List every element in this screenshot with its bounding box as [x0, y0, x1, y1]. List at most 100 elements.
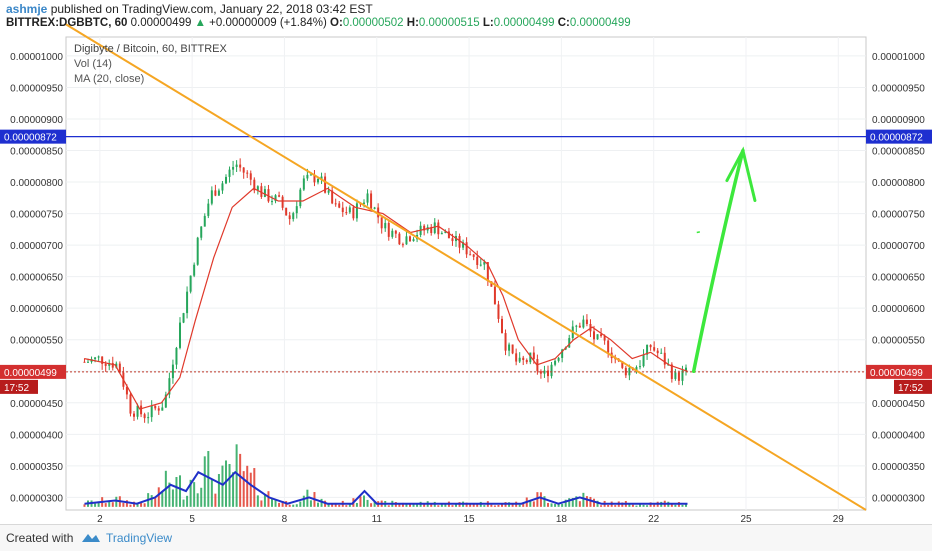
- candle-body: [203, 215, 206, 227]
- volume-bar: [278, 502, 281, 507]
- volume-bar: [281, 500, 284, 507]
- candle-body: [253, 179, 256, 191]
- volume-bar: [571, 497, 574, 507]
- volume-bar: [518, 504, 521, 507]
- candle-body: [469, 254, 472, 256]
- x-tick-label: 5: [189, 514, 195, 524]
- candle-body: [384, 222, 387, 229]
- volume-bar: [292, 504, 295, 507]
- candle-body: [532, 352, 535, 360]
- publish-info: ashmje published on TradingView.com, Jan…: [6, 2, 373, 16]
- volume-bar: [497, 504, 500, 507]
- volume-bar: [642, 504, 645, 507]
- y-tick-label-right: 0.00001000: [872, 52, 925, 63]
- candle-body: [143, 414, 146, 419]
- volume-bar: [302, 495, 305, 507]
- candle-body: [479, 264, 482, 266]
- volume-bar: [554, 504, 557, 507]
- volume-bar: [288, 504, 291, 507]
- last-price-label-bg-left: [0, 364, 66, 379]
- price-chart[interactable]: 0.00001000 0.00001000 0.00000950 0.00000950…: [0, 0, 932, 524]
- candle-body: [221, 183, 224, 191]
- volume-bar: [271, 498, 273, 507]
- candle-body: [345, 212, 348, 214]
- volume-bar: [154, 497, 157, 507]
- candle-body: [341, 207, 344, 213]
- y-tick-label-left: 0.00000350: [10, 462, 63, 473]
- volume-bar: [309, 500, 312, 507]
- volume-bar: [193, 482, 196, 507]
- candle-body: [674, 372, 677, 379]
- candle-body: [281, 196, 284, 208]
- candle-body: [646, 344, 649, 355]
- volume-bar: [175, 477, 178, 507]
- candle-body: [547, 370, 549, 377]
- last-price-label-right: 0.00000499: [870, 368, 923, 379]
- candle-body: [302, 178, 305, 190]
- candle-body: [288, 215, 291, 220]
- candle-body: [324, 176, 327, 193]
- volume-bar: [150, 495, 153, 507]
- volume-bar: [214, 493, 217, 507]
- candle-body: [447, 231, 450, 239]
- candle-body: [246, 172, 249, 174]
- y-tick-label-left: 0.00000600: [10, 304, 63, 315]
- candle-body: [97, 356, 100, 358]
- volume-bar: [437, 505, 440, 507]
- volume-bar: [157, 487, 160, 507]
- candle-body: [278, 195, 281, 197]
- candle-body: [154, 405, 157, 409]
- volume-bar: [221, 465, 224, 507]
- candle-body: [458, 236, 461, 248]
- candle-body: [401, 244, 404, 246]
- candle-body: [476, 256, 479, 265]
- volume-bar: [589, 496, 592, 507]
- candle-body: [242, 167, 245, 173]
- x-tick-label: 25: [740, 514, 752, 524]
- candle-body: [557, 357, 560, 361]
- chart-legend: Digibyte / Bitcoin, 60, BITTREX Vol (14)…: [74, 43, 227, 85]
- candle-body: [677, 372, 680, 381]
- volume-bar: [129, 504, 132, 507]
- candle-body: [263, 189, 266, 197]
- candle-body: [621, 361, 624, 368]
- volume-bar: [547, 502, 549, 507]
- low-value: 0.00000499: [493, 17, 555, 29]
- volume-bar: [366, 499, 369, 507]
- legend-ma: MA (20, close): [74, 73, 144, 85]
- candle-body: [486, 262, 489, 282]
- author-link[interactable]: ashmje: [6, 2, 48, 16]
- candle-body: [522, 357, 525, 361]
- volume-bar: [483, 505, 486, 507]
- volume-bar: [260, 500, 263, 507]
- countdown-label-bg-right: [894, 379, 932, 394]
- x-tick-label: 22: [648, 514, 660, 524]
- candle-body: [642, 354, 645, 367]
- tradingview-link[interactable]: TradingView: [106, 531, 173, 545]
- candle-body: [582, 319, 585, 328]
- volume-bar: [670, 503, 673, 507]
- candle-body: [518, 357, 521, 362]
- volume-bar: [203, 456, 206, 507]
- candle-body: [465, 242, 468, 255]
- countdown-label-bg-left: [0, 379, 38, 394]
- candle-body: [554, 360, 557, 365]
- candle-body: [182, 313, 185, 323]
- volume-bar: [444, 503, 447, 507]
- y-tick-label-left: 0.00001000: [10, 52, 63, 63]
- volume-bar: [115, 496, 118, 507]
- candle-body: [380, 217, 383, 229]
- volume-bar: [327, 503, 330, 507]
- up-arrow-icon: ▲: [194, 17, 206, 29]
- candle-body: [232, 167, 235, 170]
- high-label: H:: [406, 17, 419, 29]
- volume-bar: [681, 504, 684, 507]
- candle-body: [550, 364, 553, 377]
- candle-body: [111, 362, 114, 368]
- volume-bar: [607, 504, 610, 507]
- volume-bar: [355, 502, 358, 507]
- candle-body: [515, 353, 518, 362]
- candle-body: [179, 322, 181, 348]
- countdown-label-left: 17:52: [4, 383, 29, 394]
- volume-bar: [370, 503, 373, 507]
